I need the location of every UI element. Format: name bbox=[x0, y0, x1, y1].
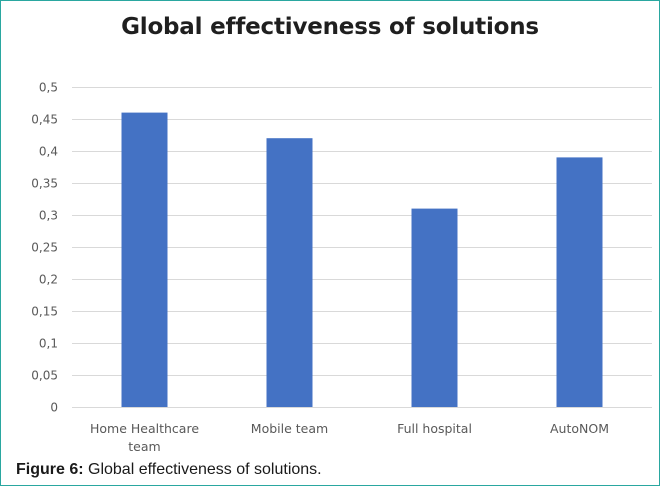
y-tick-label: 0,25 bbox=[31, 241, 58, 255]
y-tick-label: 0,5 bbox=[39, 81, 58, 95]
bar-full-hospital bbox=[411, 208, 458, 407]
x-axis-labels: Home Healthcare team Mobile team Full hospi… bbox=[90, 421, 609, 454]
y-tick-label: 0,1 bbox=[39, 337, 58, 351]
y-tick-label: 0,45 bbox=[31, 113, 58, 127]
caption-label: Figure 6: bbox=[16, 461, 84, 478]
y-tick-label: 0,2 bbox=[39, 273, 58, 287]
y-tick-label: 0,35 bbox=[31, 177, 58, 191]
y-tick-label: 0,4 bbox=[39, 145, 58, 159]
caption-text: Global effectiveness of solutions. bbox=[83, 461, 322, 478]
bar-chart: 0 0,05 0,1 0,15 0,2 0,25 0,3 0,35 0,4 0,45 0,5 Hom… bbox=[31, 81, 652, 454]
y-axis-ticks: 0 0,05 0,1 0,15 0,2 0,25 0,3 0,35 0,4 0,45 0,5 bbox=[31, 81, 58, 415]
bar-mobile-team bbox=[266, 138, 313, 407]
x-category-label: Mobile team bbox=[251, 421, 328, 436]
figure-caption: Figure 6: Global effectiveness of soluti… bbox=[16, 461, 322, 479]
gridlines bbox=[72, 87, 652, 408]
x-category-label: Home Healthcare team bbox=[90, 421, 199, 454]
bar-autonom bbox=[556, 157, 603, 407]
y-tick-label: 0 bbox=[50, 401, 58, 415]
chart-title: Global effectiveness of solutions bbox=[121, 14, 539, 40]
bar-home-healthcare-team bbox=[121, 112, 168, 407]
x-category-label: AutoNOM bbox=[550, 421, 609, 436]
bars bbox=[121, 112, 603, 407]
y-tick-label: 0,15 bbox=[31, 305, 58, 319]
x-category-label: Full hospital bbox=[397, 421, 472, 436]
y-tick-label: 0,05 bbox=[31, 369, 58, 383]
y-tick-label: 0,3 bbox=[39, 209, 58, 223]
